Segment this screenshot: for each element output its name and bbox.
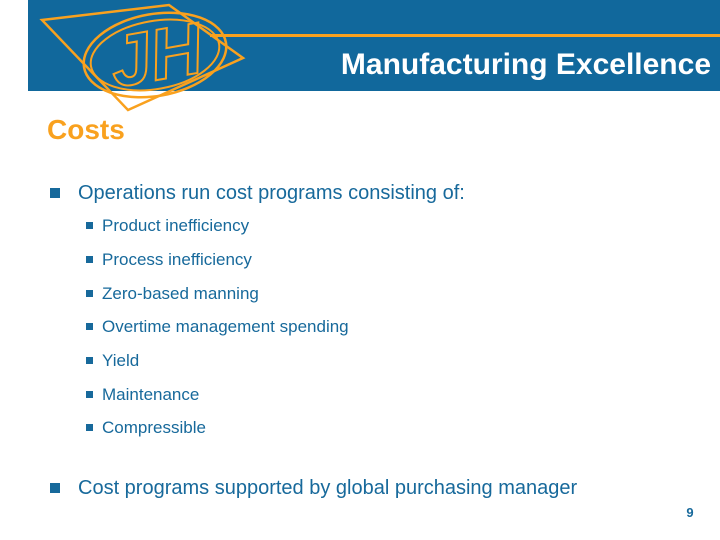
- sub-bullet-item: Zero-based manning: [86, 276, 349, 310]
- sub-bullet-text: Zero-based manning: [102, 283, 259, 303]
- logo-inner-ellipse: [89, 18, 221, 92]
- bullet-square-icon: [50, 483, 60, 493]
- sub-bullet-text: Process inefficiency: [102, 250, 252, 270]
- sub-bullet-list: Product inefficiency Process inefficienc…: [86, 209, 349, 445]
- bullet-square-icon: [50, 188, 60, 198]
- logo-monogram: JH: [104, 8, 211, 103]
- sub-bullet-text: Yield: [102, 351, 140, 371]
- bullet-text: Operations run cost programs consisting …: [78, 182, 465, 204]
- header-accent-rule: [210, 34, 720, 37]
- bullet-item-1: Operations run cost programs consisting …: [50, 180, 465, 206]
- bullet-square-icon: [86, 222, 93, 230]
- bullet-square-icon: [86, 323, 93, 331]
- bullet-square-icon: [86, 256, 93, 264]
- sub-bullet-item: Yield: [86, 344, 349, 378]
- sub-bullet-text: Overtime management spending: [102, 317, 349, 337]
- bullet-square-icon: [86, 424, 93, 432]
- sub-bullet-text: Compressible: [102, 418, 206, 438]
- slide-header-title: Manufacturing Excellence: [340, 48, 711, 81]
- jh-logo-icon: JH: [39, 3, 246, 112]
- slide-heading: Costs: [47, 114, 125, 145]
- sub-bullet-text: Maintenance: [102, 384, 200, 404]
- logo-outer-ellipse: [82, 11, 228, 99]
- sub-bullet-item: Product inefficiency: [86, 209, 349, 243]
- sub-bullet-item: Maintenance: [86, 377, 349, 411]
- bullet-square-icon: [86, 357, 93, 365]
- sub-bullet-item: Compressible: [86, 411, 349, 445]
- page-number: 9: [686, 505, 694, 520]
- sub-bullet-text: Product inefficiency: [102, 216, 250, 236]
- bullet-item-2: Cost programs supported by global purcha…: [50, 475, 577, 501]
- bullet-text: Cost programs supported by global purcha…: [78, 477, 578, 499]
- bullet-square-icon: [86, 390, 93, 398]
- bullet-square-icon: [86, 289, 93, 297]
- sub-bullet-item: Process inefficiency: [86, 243, 349, 277]
- sub-bullet-item: Overtime management spending: [86, 310, 349, 344]
